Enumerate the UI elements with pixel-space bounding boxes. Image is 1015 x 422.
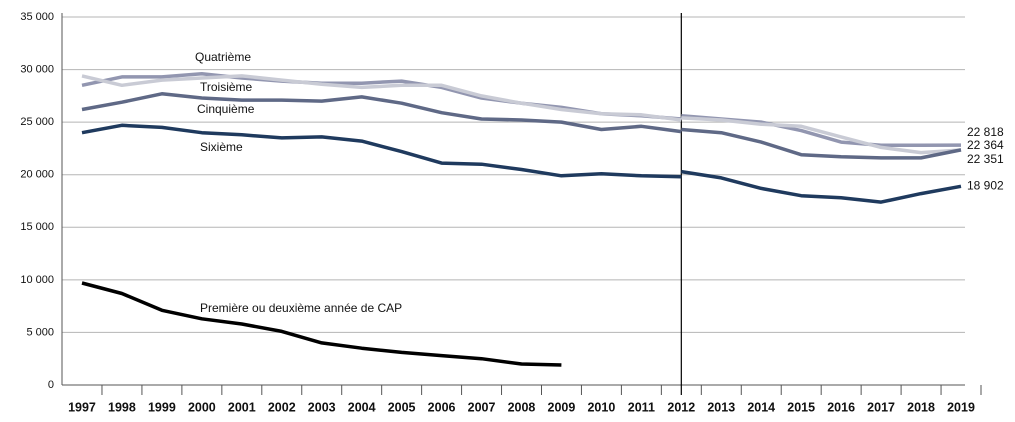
value-label: 22 818 (967, 125, 1004, 139)
series-line (81, 92, 682, 134)
y-tick-label: 25 000 (20, 116, 54, 128)
x-tick-label: 1997 (68, 400, 96, 414)
value-label: 22 351 (967, 152, 1004, 166)
x-tick-label: 2017 (867, 400, 895, 414)
series-line (81, 281, 562, 367)
x-tick-label: 2006 (428, 400, 456, 414)
x-tick-label: 2010 (587, 400, 615, 414)
x-tick-label: 1998 (108, 400, 136, 414)
x-tick-label: 2018 (907, 400, 935, 414)
series-label: Quatrième (195, 50, 251, 64)
x-tick-label: 1999 (148, 400, 176, 414)
x-tick-label: 2013 (707, 400, 735, 414)
y-tick-label: 5 000 (26, 326, 54, 338)
x-tick-label: 2001 (228, 400, 256, 414)
series-label: Première ou deuxième année de CAP (200, 301, 402, 315)
y-tick-label: 10 000 (20, 274, 54, 286)
x-tick-label: 2004 (348, 400, 376, 414)
series-line (81, 74, 682, 122)
x-tick-label: 2007 (468, 400, 496, 414)
x-tick-label: 2000 (188, 400, 216, 414)
series-label: Sixième (200, 140, 243, 154)
series-line (681, 127, 962, 160)
series-label: Cinquième (197, 102, 255, 116)
y-tick-label: 35 000 (20, 11, 54, 23)
series-line (81, 123, 682, 179)
y-tick-label: 20 000 (20, 169, 54, 181)
value-label: 22 364 (967, 138, 1004, 152)
x-tick-label: 2014 (747, 400, 775, 414)
y-tick-label: 0 (48, 379, 54, 391)
x-tick-label: 2016 (827, 400, 855, 414)
x-tick-label: 2012 (667, 400, 695, 414)
value-label: 18 902 (967, 178, 1004, 192)
x-tick-label: 2005 (388, 400, 416, 414)
x-tick-label: 2008 (508, 400, 536, 414)
y-tick-label: 30 000 (20, 63, 54, 75)
series-line (681, 116, 962, 155)
x-tick-label: 2009 (548, 400, 576, 414)
x-tick-label: 2003 (308, 400, 336, 414)
x-tick-label: 2015 (787, 400, 815, 414)
y-tick-label: 15 000 (20, 221, 54, 233)
series-label: Troisième (200, 80, 253, 94)
x-tick-label: 2002 (268, 400, 296, 414)
series-line (681, 169, 962, 204)
x-tick-label: 2011 (628, 400, 655, 414)
x-tick-label: 2019 (947, 400, 975, 414)
